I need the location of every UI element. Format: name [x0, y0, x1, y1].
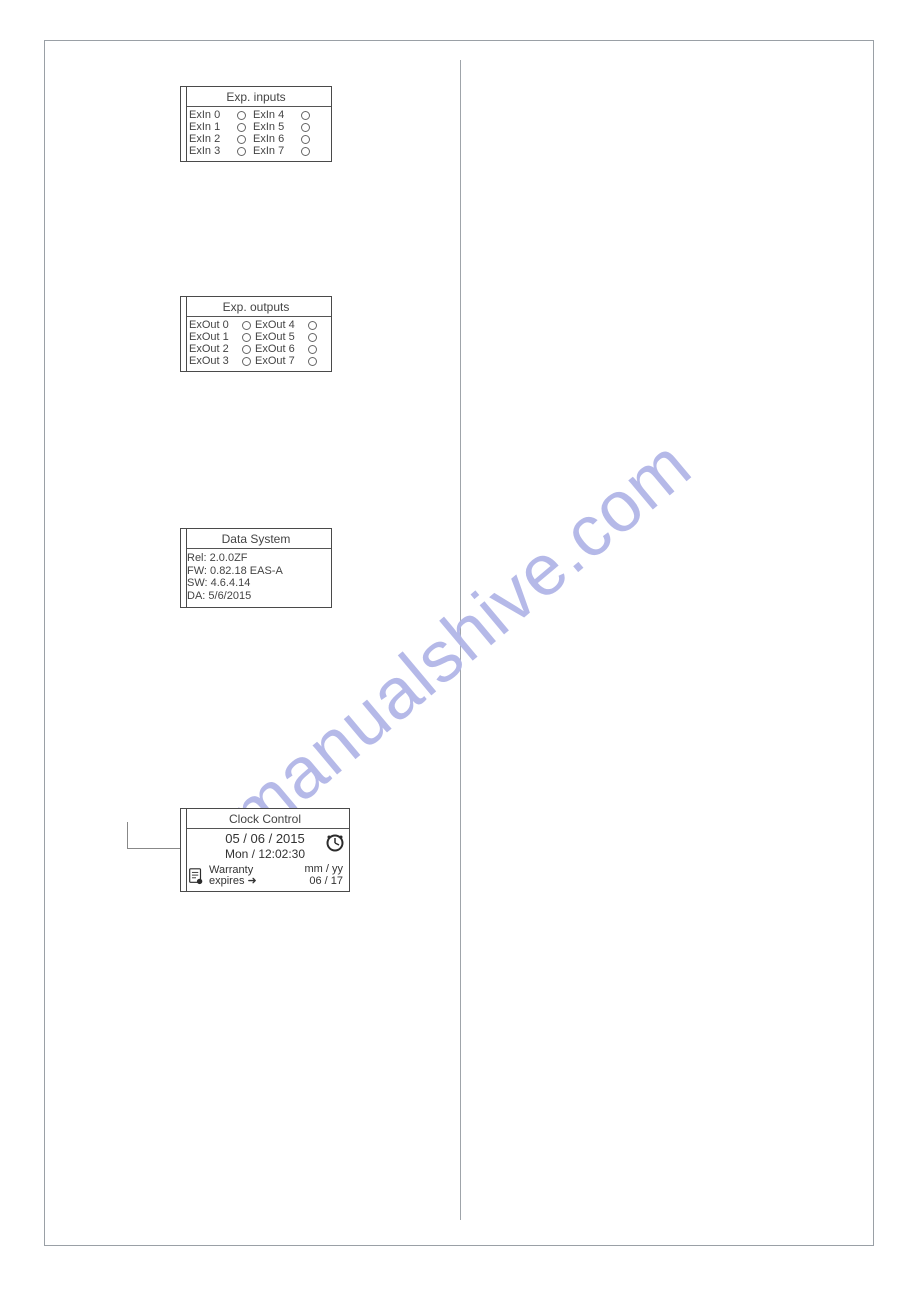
center-divider — [460, 60, 461, 1220]
led-icon — [237, 123, 246, 132]
led-icon — [301, 147, 310, 156]
panel-grip — [180, 528, 187, 608]
io-label: ExOut 6 — [255, 343, 305, 355]
panel-exp-outputs: Exp. outputs ExOut 0 ExOut 4 ExOut 1 ExO… — [180, 296, 332, 372]
led-icon — [237, 147, 246, 156]
led-icon — [308, 333, 317, 342]
led-icon — [308, 321, 317, 330]
io-label: ExOut 1 — [189, 331, 239, 343]
io-label: ExIn 2 — [189, 133, 231, 145]
document-icon — [187, 867, 205, 885]
io-label: ExIn 0 — [189, 109, 231, 121]
io-grid-outputs: ExOut 0 ExOut 4 ExOut 1 ExOut 5 ExOut 2 … — [181, 317, 331, 371]
system-rel: Rel: 2.0.0ZF — [187, 552, 325, 565]
panel-grip — [180, 86, 187, 162]
led-icon — [242, 345, 251, 354]
panel-exp-inputs: Exp. inputs ExIn 0 ExIn 4 ExIn 1 ExIn 5 … — [180, 86, 332, 162]
panel-title: Exp. inputs — [181, 87, 331, 107]
page-frame — [44, 40, 874, 1246]
panel-clock-control: Clock Control 05 / 06 / 2015 Mon / 12:02… — [180, 808, 350, 892]
io-label: ExOut 2 — [189, 343, 239, 355]
led-icon — [301, 123, 310, 132]
panel-title: Data System — [181, 529, 331, 549]
led-icon — [237, 111, 246, 120]
warranty-row: Warranty expires ➜ mm / yy 06 / 17 — [187, 864, 343, 887]
clock-date: 05 / 06 / 2015 — [187, 831, 343, 846]
panel-body: 05 / 06 / 2015 Mon / 12:02:30 Warranty e… — [181, 829, 349, 891]
system-da: DA: 5/6/2015 — [187, 590, 325, 603]
mmyy-value: 06 / 17 — [281, 876, 343, 888]
panel-body: Rel: 2.0.0ZF FW: 0.82.18 EAS-A SW: 4.6.4… — [181, 549, 331, 607]
mmyy-header: mm / yy — [281, 864, 343, 876]
io-label: ExOut 5 — [255, 331, 305, 343]
clock-day-time: Mon / 12:02:30 — [187, 847, 343, 861]
led-icon — [242, 357, 251, 366]
led-icon — [301, 135, 310, 144]
clock-icon — [325, 833, 345, 853]
io-label: ExOut 3 — [189, 355, 239, 367]
io-label: ExOut 4 — [255, 319, 305, 331]
io-label: ExIn 1 — [189, 121, 231, 133]
io-label: ExIn 7 — [253, 145, 295, 157]
warranty-mm-yy: mm / yy 06 / 17 — [281, 864, 343, 887]
connector-line-vert — [127, 822, 128, 848]
system-fw: FW: 0.82.18 EAS-A — [187, 565, 325, 578]
led-icon — [237, 135, 246, 144]
panel-title: Clock Control — [181, 809, 349, 829]
warranty-line2: expires ➜ — [209, 876, 281, 887]
io-label: ExIn 3 — [189, 145, 231, 157]
io-grid-inputs: ExIn 0 ExIn 4 ExIn 1 ExIn 5 ExIn 2 ExIn … — [181, 107, 331, 161]
led-icon — [308, 357, 317, 366]
connector-line — [127, 848, 180, 849]
io-label: ExIn 4 — [253, 109, 295, 121]
warranty-line1: Warranty — [209, 865, 281, 876]
io-label: ExIn 6 — [253, 133, 295, 145]
io-label: ExIn 5 — [253, 121, 295, 133]
led-icon — [301, 111, 310, 120]
led-icon — [242, 321, 251, 330]
panel-data-system: Data System Rel: 2.0.0ZF FW: 0.82.18 EAS… — [180, 528, 332, 608]
led-icon — [308, 345, 317, 354]
led-icon — [242, 333, 251, 342]
io-label: ExOut 0 — [189, 319, 239, 331]
warranty-labels: Warranty expires ➜ — [209, 865, 281, 887]
panel-title: Exp. outputs — [181, 297, 331, 317]
io-label: ExOut 7 — [255, 355, 305, 367]
system-sw: SW: 4.6.4.14 — [187, 577, 325, 590]
panel-grip — [180, 296, 187, 372]
